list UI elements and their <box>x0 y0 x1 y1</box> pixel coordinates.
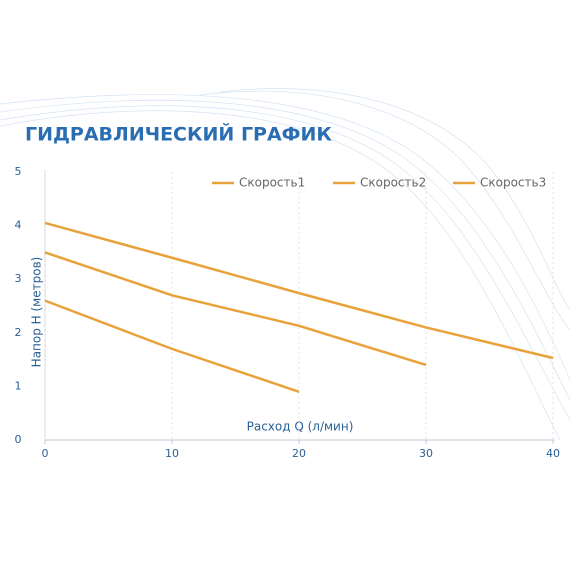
y-tick-label: 2 <box>15 326 22 339</box>
legend-label: Скорость1 <box>239 176 305 190</box>
background-waves <box>0 88 570 441</box>
y-tick-label: 4 <box>15 219 22 232</box>
y-tick-label: 5 <box>15 165 22 178</box>
x-tick-label: 10 <box>165 447 179 460</box>
x-axis-label: Расход Q (л/мин) <box>247 420 354 434</box>
legend-label: Скорость2 <box>360 176 426 190</box>
chart-title: ГИДРАВЛИЧЕСКИЙ ГРАФИК <box>25 123 332 146</box>
y-tick-label: 1 <box>15 379 22 392</box>
y-axis-label: Напор H (метров) <box>30 257 44 368</box>
y-tick-label: 0 <box>15 433 22 446</box>
legend-label: Скорость3 <box>480 176 546 190</box>
x-tick-label: 40 <box>546 447 560 460</box>
series-line <box>44 221 554 360</box>
y-tick-label: 3 <box>15 272 22 285</box>
series-line <box>44 299 300 393</box>
x-tick-label: 30 <box>419 447 433 460</box>
x-tick-label: 20 <box>292 447 306 460</box>
x-tick-label: 0 <box>42 447 49 460</box>
series-line <box>44 251 427 367</box>
